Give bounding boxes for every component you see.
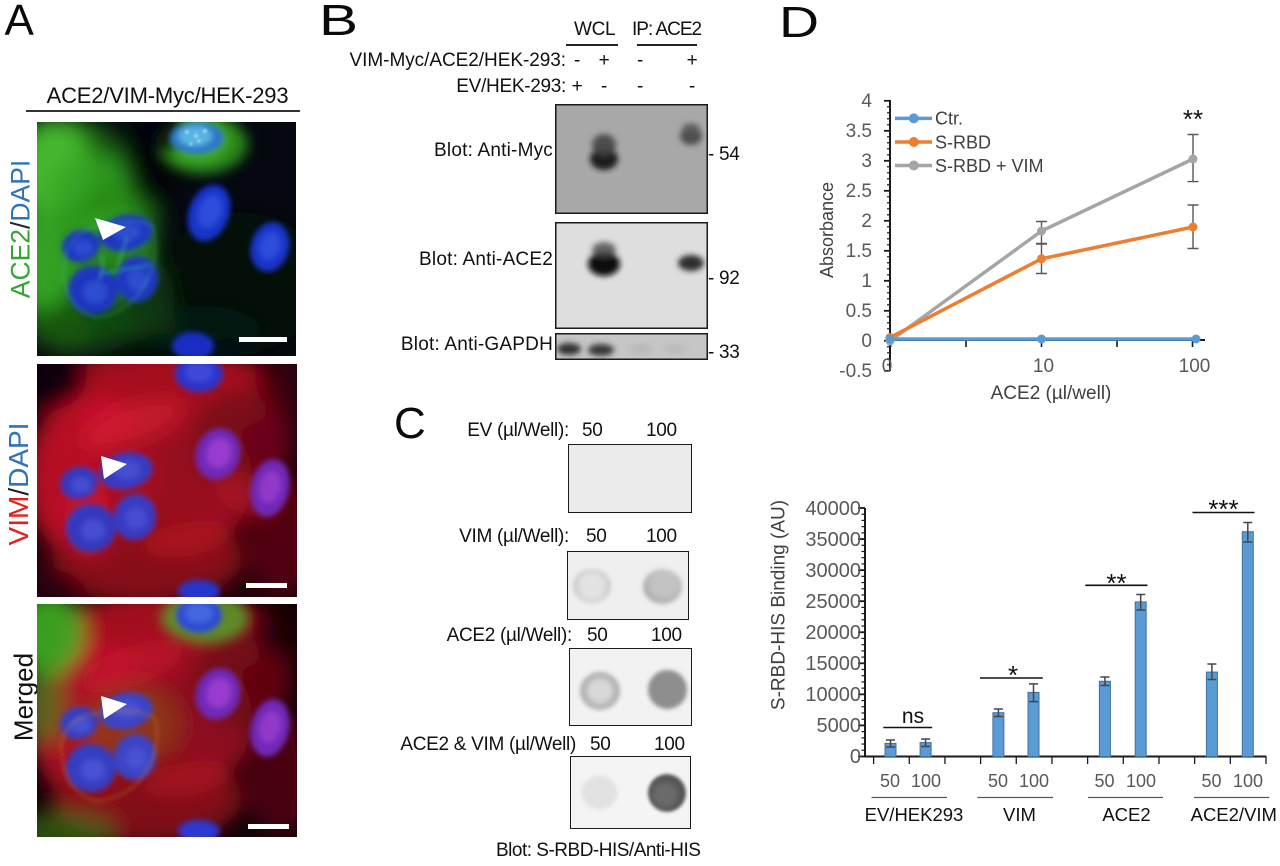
svg-text:50: 50 [1094, 771, 1114, 791]
svg-text:**: ** [1183, 104, 1203, 134]
svg-text:40000: 40000 [805, 498, 861, 520]
svg-text:50: 50 [988, 771, 1008, 791]
svg-text:0: 0 [850, 746, 861, 768]
svg-text:10: 10 [1033, 356, 1054, 377]
svg-text:1.5: 1.5 [846, 241, 872, 262]
svg-text:20000: 20000 [805, 622, 861, 644]
svg-text:50: 50 [880, 771, 900, 791]
svg-text:25000: 25000 [805, 591, 861, 613]
svg-text:S-RBD-HIS Binding (AU): S-RBD-HIS Binding (AU) [769, 500, 790, 710]
svg-text:S-RBD + VIM: S-RBD + VIM [935, 156, 1044, 176]
svg-text:4: 4 [861, 91, 872, 112]
svg-text:ns: ns [902, 705, 924, 728]
svg-text:ACE2/VIM: ACE2/VIM [1191, 804, 1277, 825]
svg-text:ACE2: ACE2 [1102, 804, 1150, 825]
svg-text:-0.5: -0.5 [839, 361, 872, 382]
svg-text:50: 50 [1201, 771, 1221, 791]
svg-text:2: 2 [861, 211, 872, 232]
svg-text:EV/HEK293: EV/HEK293 [865, 804, 964, 825]
svg-text:100: 100 [1019, 771, 1049, 791]
svg-text:***: *** [1208, 494, 1238, 524]
svg-text:100: 100 [1233, 771, 1263, 791]
svg-text:*: * [1008, 660, 1018, 690]
svg-text:S-RBD: S-RBD [935, 133, 991, 153]
svg-text:ACE2 (µl/well): ACE2 (µl/well) [991, 383, 1112, 404]
svg-text:3.5: 3.5 [846, 121, 872, 142]
svg-text:VIM: VIM [1003, 804, 1036, 825]
svg-text:3: 3 [861, 151, 872, 172]
svg-text:1: 1 [861, 271, 872, 292]
svg-text:100: 100 [1179, 356, 1211, 377]
svg-text:**: ** [1106, 568, 1126, 598]
svg-text:2.5: 2.5 [846, 181, 872, 202]
svg-text:0: 0 [861, 331, 872, 352]
svg-text:0: 0 [882, 356, 893, 377]
svg-text:30000: 30000 [805, 560, 861, 582]
svg-text:35000: 35000 [805, 529, 861, 551]
svg-text:0.5: 0.5 [846, 301, 872, 322]
svg-text:15000: 15000 [805, 653, 861, 675]
svg-text:100: 100 [911, 771, 941, 791]
svg-text:100: 100 [1126, 771, 1156, 791]
svg-text:10000: 10000 [805, 684, 861, 706]
svg-text:Ctr.: Ctr. [935, 109, 963, 129]
svg-text:5000: 5000 [817, 715, 862, 737]
svg-text:Absorbance: Absorbance [817, 182, 837, 278]
